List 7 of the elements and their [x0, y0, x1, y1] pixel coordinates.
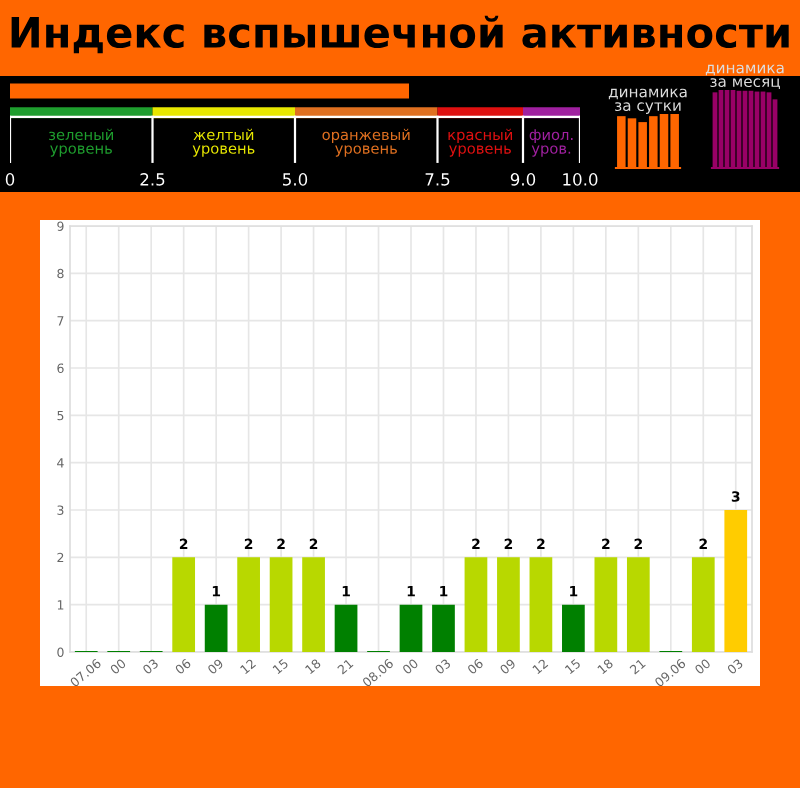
x-tick-label: 5.0 — [283, 173, 308, 186]
x-tick-label: 7.5 — [425, 173, 450, 186]
x-tick-label: 10.0 — [563, 173, 598, 186]
x-tick-label: 9.0 — [510, 173, 536, 186]
x-tick-label: 2.5 — [140, 173, 165, 186]
chart-title: Индекс вспышечной активности — [11, 15, 789, 54]
x-tick-label: 0 — [5, 173, 15, 186]
